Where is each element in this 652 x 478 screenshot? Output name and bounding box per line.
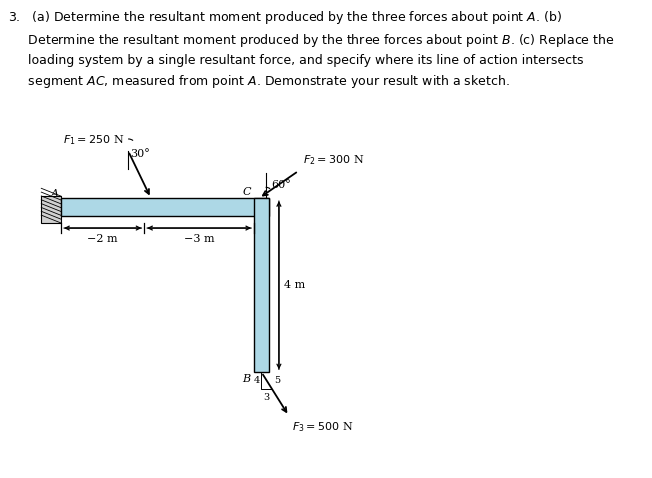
FancyBboxPatch shape xyxy=(41,196,61,223)
Text: 30°: 30° xyxy=(130,149,151,159)
Text: C: C xyxy=(242,187,250,197)
Text: A: A xyxy=(51,189,59,199)
Text: $F_3 = 500$ N: $F_3 = 500$ N xyxy=(292,420,353,434)
Bar xyxy=(254,198,269,372)
Text: −3 m: −3 m xyxy=(184,234,215,244)
Text: 4: 4 xyxy=(254,376,259,385)
Bar xyxy=(61,198,269,216)
Text: 5: 5 xyxy=(274,376,280,385)
Text: $F_1 = 250$ N: $F_1 = 250$ N xyxy=(63,133,124,147)
Text: 4 m: 4 m xyxy=(284,280,305,290)
Text: $F_2 = 300$ N: $F_2 = 300$ N xyxy=(303,153,364,167)
Text: B: B xyxy=(243,374,250,384)
Text: 3: 3 xyxy=(264,393,270,402)
Text: −2 m: −2 m xyxy=(87,234,118,244)
Text: 60°: 60° xyxy=(271,180,291,190)
Text: 3.   (a) Determine the resultant moment produced by the three forces about point: 3. (a) Determine the resultant moment pr… xyxy=(8,10,615,90)
